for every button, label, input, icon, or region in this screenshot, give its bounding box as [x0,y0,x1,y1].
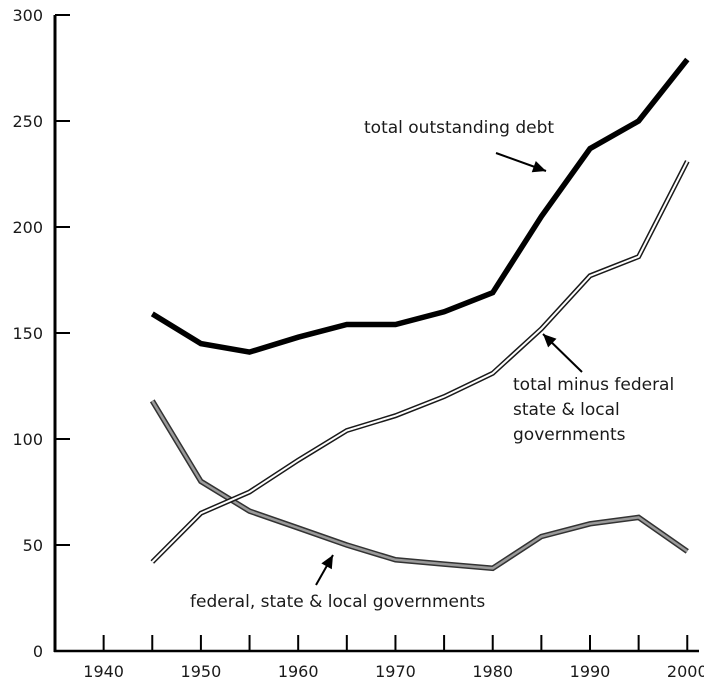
annotation-text-gov: federal, state & local governments [190,592,485,612]
annotation-text-minus: state & local [513,400,620,420]
y-tick-label: 250 [12,112,43,131]
y-tick-label: 150 [12,324,43,343]
y-axis-ticks: 0 50 100 150 200 250 300 [12,6,70,661]
series-line-minus-outline [150,160,690,564]
chart-series [149,57,690,572]
annotation-text-minus: total minus federal [513,375,674,395]
x-tick-label: 1980 [472,662,513,681]
y-tick-label: 50 [23,536,43,555]
annotation-text-total: total outstanding debt [364,118,554,138]
series-line-total [150,57,690,355]
y-tick-label: 100 [12,430,43,449]
x-tick-label: 1950 [181,662,222,681]
x-tick-label: 1990 [570,662,611,681]
series-line-minus [151,160,689,563]
x-tick-label: 1970 [375,662,416,681]
chart-annotations: total outstanding debt total minus federa… [190,118,674,612]
x-axis-ticks: 1940 1950 1960 1970 1980 1990 2000 [54,635,704,681]
annotation-arrowhead-total [531,160,546,173]
x-tick-label: 1960 [278,662,319,681]
y-tick-label: 200 [12,218,43,237]
annotation-arrowhead-minus [543,334,557,348]
annotation-arrowhead-gov [321,555,333,570]
x-tick-label: 1940 [83,662,124,681]
y-tick-label: 0 [33,642,43,661]
x-tick-label: 2000 [667,662,704,681]
series-line-gov [151,400,689,570]
y-tick-label: 300 [12,6,43,25]
annotation-text-minus: governments [513,425,626,445]
